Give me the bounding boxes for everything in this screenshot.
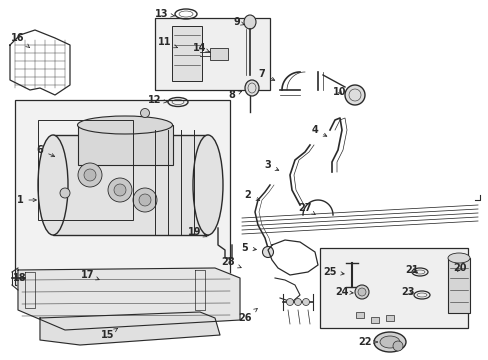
Bar (38, 120, 133, 220)
Circle shape (84, 169, 96, 181)
Text: 23: 23 (401, 287, 414, 297)
Text: 4: 4 (311, 125, 326, 136)
Bar (78, 125, 173, 165)
Bar (385, 315, 393, 321)
Text: 16: 16 (11, 33, 29, 48)
Circle shape (286, 298, 293, 306)
Ellipse shape (262, 247, 273, 257)
Text: 17: 17 (81, 270, 99, 280)
Ellipse shape (77, 116, 172, 134)
Bar (172, 26, 202, 81)
Ellipse shape (244, 15, 256, 29)
Text: 22: 22 (358, 337, 377, 347)
Circle shape (133, 188, 157, 212)
Text: 2: 2 (244, 190, 259, 201)
Ellipse shape (373, 332, 405, 352)
Circle shape (392, 341, 402, 351)
Circle shape (294, 298, 301, 306)
Text: 26: 26 (238, 309, 257, 323)
Text: 8: 8 (228, 90, 241, 100)
Text: 25: 25 (323, 267, 344, 277)
Circle shape (108, 178, 132, 202)
Ellipse shape (244, 80, 259, 96)
Text: 12: 12 (148, 95, 167, 105)
Text: 24: 24 (335, 287, 352, 297)
Text: 10: 10 (332, 87, 346, 97)
Circle shape (139, 194, 151, 206)
Text: 13: 13 (155, 9, 174, 19)
Text: 11: 11 (158, 37, 177, 48)
Polygon shape (40, 312, 220, 345)
Ellipse shape (60, 188, 70, 198)
Bar (209, 48, 227, 60)
Bar (53, 135, 207, 235)
Bar (15, 100, 229, 285)
Text: 14: 14 (193, 43, 209, 53)
Text: 20: 20 (452, 263, 466, 273)
Ellipse shape (447, 253, 469, 263)
Text: 1: 1 (17, 195, 36, 205)
Bar (370, 317, 378, 323)
Text: 6: 6 (37, 145, 55, 157)
Bar (355, 312, 363, 318)
Circle shape (114, 184, 126, 196)
Ellipse shape (345, 85, 364, 105)
Text: 19: 19 (188, 227, 207, 237)
Text: 3: 3 (264, 160, 278, 170)
Text: 18: 18 (13, 273, 27, 283)
Ellipse shape (357, 288, 365, 296)
Text: 7: 7 (258, 69, 274, 80)
Bar (447, 258, 469, 313)
Text: 27: 27 (298, 203, 315, 215)
Bar (155, 18, 269, 90)
Ellipse shape (193, 135, 223, 235)
Text: 21: 21 (405, 265, 418, 275)
Ellipse shape (379, 336, 399, 348)
Text: 5: 5 (241, 243, 256, 253)
Ellipse shape (140, 108, 149, 117)
Circle shape (302, 298, 309, 306)
Bar (319, 248, 467, 328)
Text: 28: 28 (221, 257, 241, 268)
Ellipse shape (38, 135, 68, 235)
Text: 9: 9 (233, 17, 244, 27)
Polygon shape (18, 268, 240, 330)
Ellipse shape (354, 285, 368, 299)
Circle shape (78, 163, 102, 187)
Text: 15: 15 (101, 328, 118, 340)
